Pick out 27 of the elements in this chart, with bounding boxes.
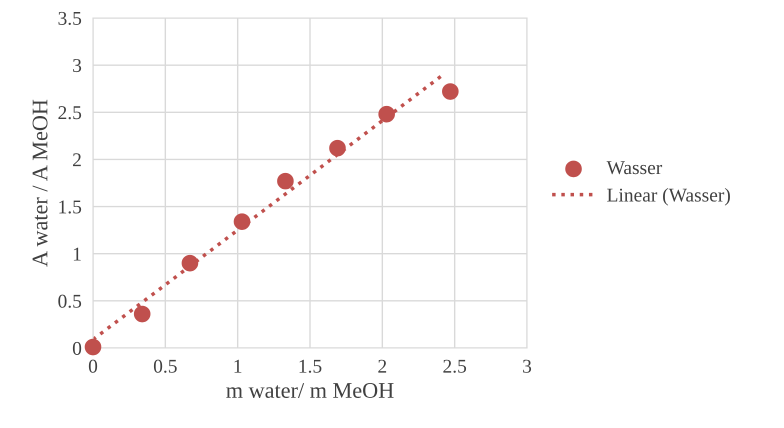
point xyxy=(442,83,459,100)
point xyxy=(277,172,294,190)
x-tick-label: 1.5 xyxy=(300,360,322,373)
point xyxy=(329,140,346,156)
point xyxy=(378,106,395,122)
x-tick-label: 0 xyxy=(88,360,98,373)
y-tick-label: 0 xyxy=(72,342,82,355)
x-tick-label: 1 xyxy=(234,360,242,373)
y-tick-label: 1 xyxy=(74,248,81,260)
point xyxy=(182,254,198,272)
y-axis-title: A water / A MeOH xyxy=(32,100,48,267)
point xyxy=(234,213,250,230)
x-tick-label: 2 xyxy=(378,360,386,373)
x-tick-label: 0.5 xyxy=(154,360,177,373)
y-tick-label: 2.5 xyxy=(58,106,82,120)
point xyxy=(134,306,150,322)
point xyxy=(84,338,102,356)
y-tick-label: 2 xyxy=(73,153,81,166)
x-axis-title: m water/ m MeOH xyxy=(226,383,394,398)
y-tick-label: 0.5 xyxy=(58,294,82,308)
legend-label: Wasser xyxy=(606,161,662,174)
x-tick-label: 2.5 xyxy=(443,360,466,373)
y-tick-label: 3.5 xyxy=(58,12,82,26)
y-tick-label: 1.5 xyxy=(59,200,82,214)
y-tick-label: 3 xyxy=(73,59,82,72)
x-tick-label: 3 xyxy=(523,360,532,373)
legend-label: Linear (Wasser) xyxy=(607,188,730,206)
